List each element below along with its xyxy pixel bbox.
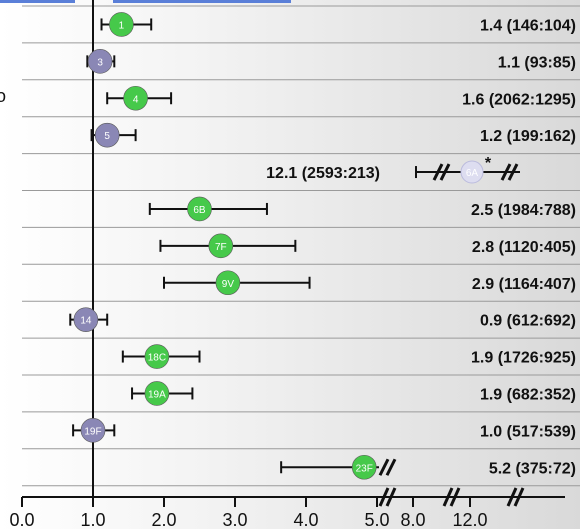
x-tick-label: 3.0	[222, 510, 247, 529]
or-point	[73, 307, 99, 332]
or-ratio-label: 1.4 (146:104)	[480, 17, 576, 34]
forest-row-5: 5 1.2 (199:162)	[90, 122, 576, 148]
or-ratio-label: 2.5 (1984:788)	[471, 202, 576, 219]
forest-row-6A: 6A * 12.1 (2593:213)	[266, 155, 520, 184]
or-ratio-label: 1.9 (682:352)	[480, 386, 576, 403]
serotype-label: 1	[119, 20, 125, 31]
or-point	[460, 160, 484, 184]
left-edge-glyph: o	[0, 86, 6, 106]
or-point	[109, 12, 134, 37]
top-edge-bar-left	[0, 0, 75, 3]
serotype-label: 14	[80, 316, 92, 327]
forest-row-1: 1 1.4 (146:104)	[100, 12, 576, 37]
axis-break-mark	[385, 487, 397, 507]
axis-break-mark	[442, 487, 454, 507]
significance-note: *	[485, 155, 492, 172]
ci-break-mark	[507, 163, 519, 181]
forest-row-23F: 23F 5.2 (375:72)	[280, 454, 576, 480]
serotype-label: 6A	[466, 168, 479, 179]
serotype-label: 7F	[215, 242, 227, 253]
ci-break-mark	[378, 458, 390, 476]
serotype-label: 3	[97, 57, 103, 68]
forest-row-3: 3 1.1 (93:85)	[86, 49, 576, 74]
or-point	[215, 270, 241, 296]
x-tick-label: 8.0	[400, 510, 425, 529]
forest-row-19A: 19A 1.9 (682:352)	[131, 381, 576, 406]
or-point	[87, 49, 113, 74]
x-tick-label: 5.0	[364, 510, 389, 529]
or-ratio-label: 2.9 (1164:407)	[472, 276, 576, 293]
or-ratio-label: 1.9 (1726:925)	[471, 350, 576, 367]
x-tick-label: 4.0	[293, 510, 318, 529]
forest-row-6B: 6B 2.5 (1984:788)	[148, 196, 576, 222]
serotype-label: 19A	[148, 389, 166, 400]
top-edge-bar-right	[113, 0, 291, 3]
or-ratio-label: 5.2 (375:72)	[489, 460, 576, 477]
serotype-label: 4	[133, 94, 139, 105]
or-point	[187, 196, 212, 222]
or-ratio-label: 1.1 (93:85)	[498, 54, 576, 71]
or-point	[144, 381, 170, 406]
forest-row-18C: 18C 1.9 (1726:925)	[121, 344, 576, 369]
or-ratio-label: 1.0 (517:539)	[480, 423, 576, 440]
ci-break-mark	[385, 458, 397, 476]
ci-break-mark	[432, 163, 444, 181]
serotype-label: 9V	[222, 279, 235, 290]
forest-row-9V: 9V 2.9 (1164:407)	[163, 270, 576, 296]
serotype-label: 5	[104, 131, 110, 142]
serotype-label: 23F	[356, 463, 373, 474]
forest-row-14: 14 0.9 (612:692)	[69, 307, 576, 332]
or-point	[80, 418, 106, 443]
axis-break-mark	[378, 487, 390, 507]
data-rows: 1 1.4 (146:104) 3 1.1 (93:85) 4 1.6 (2062:129…	[69, 12, 576, 480]
or-ratio-label: 2.8 (1120:405)	[472, 239, 576, 256]
ci-break-mark	[439, 163, 451, 181]
ci-break-mark	[500, 163, 512, 181]
serotype-label: 18C	[148, 353, 166, 364]
or-point	[123, 85, 148, 111]
serotype-label: 19F	[84, 426, 101, 437]
or-point	[94, 122, 120, 148]
serotype-label: 6B	[193, 205, 206, 216]
row-gridlines	[22, 5, 580, 487]
forest-row-7F: 7F 2.8 (1120:405)	[159, 233, 576, 259]
forest-row-4: 4 1.6 (2062:1295)	[106, 85, 576, 111]
or-ratio-label: 1.2 (199:162)	[480, 128, 576, 145]
or-point	[144, 344, 170, 369]
x-axis: 0.0 1.0 2.0 3.0 4.0 5.0 8.0 12.0	[9, 487, 565, 529]
axis-break-mark	[449, 487, 461, 507]
x-tick-label: 0.0	[9, 510, 34, 529]
or-point	[351, 454, 377, 480]
forest-row-19F: 19F 1.0 (517:539)	[72, 418, 576, 443]
x-tick-label: 2.0	[151, 510, 176, 529]
or-ratio-label: 1.6 (2062:1295)	[462, 91, 576, 108]
axis-break-mark	[513, 487, 525, 507]
x-tick-label: 12.0	[452, 510, 487, 529]
or-ratio-label: 12.1 (2593:213)	[266, 165, 380, 182]
or-point	[208, 233, 234, 259]
or-ratio-label: 0.9 (612:692)	[480, 313, 576, 330]
x-tick-label: 1.0	[80, 510, 105, 529]
axis-break-mark	[506, 487, 518, 507]
